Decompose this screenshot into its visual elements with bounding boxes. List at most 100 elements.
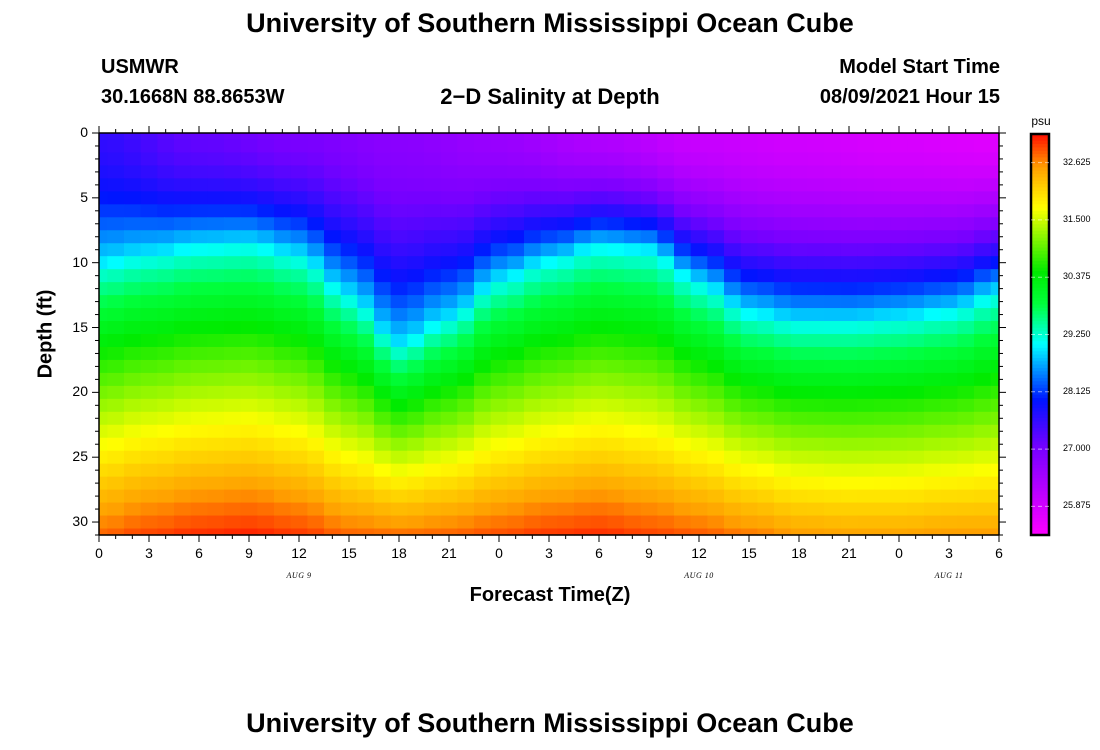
heatmap-cell (957, 437, 975, 452)
heatmap-cell (224, 424, 242, 439)
heatmap-cell (307, 204, 325, 218)
heatmap-cell (857, 191, 875, 205)
heatmap-cell (540, 204, 558, 218)
heatmap-cell (774, 385, 792, 400)
heatmap-cell (724, 372, 742, 387)
heatmap-cell (290, 334, 308, 348)
heatmap-cell (940, 204, 958, 218)
heatmap-cell (99, 269, 108, 283)
heatmap-cell (657, 424, 675, 439)
heatmap-cell (874, 476, 892, 491)
x-tick-label: 6 (195, 545, 203, 561)
heatmap-cell (540, 269, 558, 283)
heatmap-cell (107, 424, 125, 439)
heatmap-cell (440, 191, 458, 205)
heatmap-cell (507, 139, 525, 154)
colorbar-tick-label: 25.875 (1063, 500, 1091, 511)
heatmap-cell (824, 359, 842, 374)
heatmap-cell (107, 515, 125, 530)
heatmap-cell (924, 437, 942, 452)
heatmap-cell (774, 139, 792, 154)
heatmap-cell (707, 398, 725, 413)
heatmap-cell (724, 217, 742, 231)
heatmap-cell (624, 230, 642, 244)
heatmap-cell (890, 476, 908, 491)
heatmap-cell (574, 178, 592, 192)
heatmap-cell (640, 334, 658, 348)
heatmap-cell (607, 282, 625, 296)
heatmap-cell (640, 321, 658, 335)
heatmap-cell (140, 152, 158, 167)
heatmap-cell (724, 346, 742, 361)
heatmap-cell (590, 502, 608, 517)
heatmap-cell (440, 165, 458, 179)
heatmap-cell (490, 243, 508, 257)
heatmap-cell (607, 398, 625, 413)
heatmap-cell (974, 269, 992, 283)
heatmap-cell (557, 269, 575, 283)
heatmap-cell (99, 308, 108, 322)
heatmap-cell (607, 243, 625, 257)
heatmap-cell (807, 476, 825, 491)
heatmap-cell (874, 385, 892, 400)
heatmap-cell (424, 243, 442, 257)
heatmap-cell (674, 334, 692, 348)
heatmap-cell (157, 450, 175, 465)
heatmap-cell (590, 204, 608, 218)
heatmap-cell (974, 178, 992, 192)
heatmap-cell (774, 178, 792, 192)
heatmap-cell (257, 411, 275, 426)
heatmap-cell (507, 152, 525, 167)
heatmap-cell (890, 178, 908, 192)
heatmap-cell (957, 204, 975, 218)
heatmap-cell (474, 243, 492, 257)
heatmap-cell (874, 191, 892, 205)
heatmap-cell (324, 476, 342, 491)
heatmap-cell (290, 476, 308, 491)
heatmap-cell (607, 489, 625, 504)
x-tick-label: 12 (691, 545, 707, 561)
heatmap-cell (590, 133, 608, 141)
heatmap-cell (474, 411, 492, 426)
colorbar-segment (1031, 220, 1049, 225)
heatmap-cell (990, 139, 1000, 154)
heatmap-cell (424, 489, 442, 504)
y-tick-label: 15 (72, 318, 88, 335)
heatmap-cell (640, 295, 658, 309)
heatmap-cell (540, 528, 558, 536)
heatmap-cell (674, 256, 692, 270)
heatmap-cell (374, 217, 392, 231)
heatmap-cell (557, 372, 575, 387)
colorbar-segment (1031, 488, 1049, 493)
x-axis-label: Forecast Time(Z) (469, 584, 631, 606)
heatmap-cell (307, 165, 325, 179)
heatmap-cell (557, 528, 575, 536)
heatmap-cell (874, 411, 892, 426)
heatmap-cell (374, 295, 392, 309)
heatmap-cell (307, 515, 325, 530)
heatmap-cell (807, 489, 825, 504)
heatmap-cell (657, 133, 675, 141)
heatmap-cell (874, 450, 892, 465)
heatmap-cell (274, 528, 292, 536)
chart-title: 2−D Salinity at Depth (440, 84, 660, 109)
heatmap-cell (324, 269, 342, 283)
heatmap-cell (890, 269, 908, 283)
heatmap-cell (290, 528, 308, 536)
heatmap-cell (757, 463, 775, 478)
heatmap-cell (524, 385, 542, 400)
heatmap-cell (857, 321, 875, 335)
heatmap-cell (474, 295, 492, 309)
heatmap-cell (974, 515, 992, 530)
heatmap-cell (190, 334, 208, 348)
heatmap-cell (357, 528, 375, 536)
heatmap-cell (507, 204, 525, 218)
colorbar-segment (1031, 454, 1049, 459)
heatmap-cell (207, 256, 225, 270)
heatmap-cell (557, 191, 575, 205)
heatmap-cell (740, 411, 758, 426)
heatmap-cell (607, 139, 625, 154)
heatmap-cell (190, 450, 208, 465)
colorbar-segment (1031, 491, 1049, 496)
heatmap-cell (224, 152, 242, 167)
